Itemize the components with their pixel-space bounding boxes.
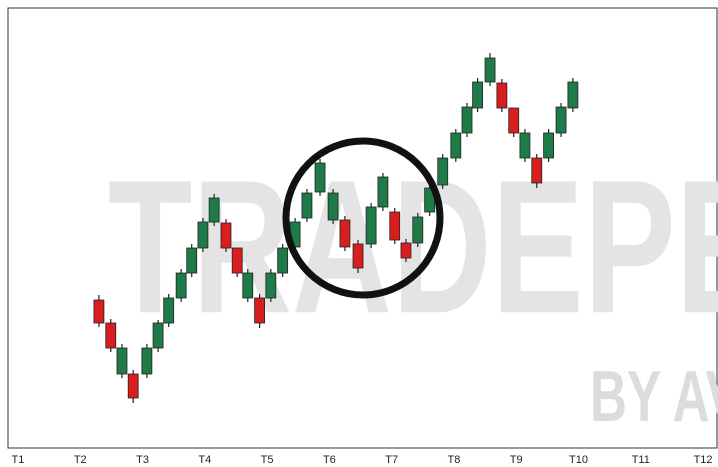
candle-body	[400, 242, 412, 259]
x-tick-label: T2	[74, 454, 87, 466]
candle-body	[531, 157, 543, 184]
x-tick-label: T1	[12, 454, 25, 466]
candle-body	[175, 272, 187, 299]
x-tick-label: T7	[385, 454, 398, 466]
candles	[93, 53, 579, 403]
x-tick-label: T8	[448, 454, 461, 466]
candle-body	[254, 297, 266, 324]
candle-body	[543, 132, 554, 159]
candle-body	[472, 81, 483, 109]
candle-body	[352, 243, 364, 269]
candle-body	[519, 132, 531, 159]
candle-body	[339, 219, 351, 248]
candle-body	[314, 162, 326, 193]
candle-body	[365, 206, 377, 245]
candle-body	[484, 57, 496, 83]
candle-body	[450, 132, 462, 159]
candle-body	[277, 247, 289, 274]
x-tick-label: T9	[510, 454, 523, 466]
watermark: TRADEPE BY AV	[108, 141, 718, 437]
candle-body	[508, 107, 520, 134]
candle-body	[496, 82, 508, 109]
candle-body	[197, 221, 209, 249]
candle-body	[141, 347, 153, 375]
x-tick-label: T6	[323, 454, 336, 466]
candle-body	[220, 222, 232, 249]
candle-body	[231, 247, 243, 274]
x-tick-label: T5	[261, 454, 274, 466]
candle-body	[437, 157, 449, 186]
candle-body	[208, 197, 220, 223]
watermark-text: TRADEPE	[108, 141, 718, 353]
candle-body	[555, 106, 567, 134]
x-tick-label: T10	[569, 454, 588, 466]
candle-body	[327, 192, 339, 221]
candle-body	[242, 272, 254, 299]
plot-frame	[7, 7, 718, 449]
x-tick-label: T3	[136, 454, 149, 466]
x-tick-label: T11	[632, 454, 650, 466]
candle-body	[377, 176, 389, 208]
candle-body	[163, 297, 175, 324]
candle-body	[152, 322, 164, 349]
x-tick-label: T12	[694, 454, 713, 466]
watermark-subtext: BY AV	[590, 357, 718, 437]
candle-body	[116, 347, 128, 375]
candle-body	[389, 211, 401, 241]
candle-body	[301, 192, 313, 219]
candle-body	[567, 81, 579, 109]
candle-body	[186, 247, 198, 274]
candle-body	[412, 216, 424, 244]
highlight-circle	[282, 137, 444, 299]
candle-body	[265, 272, 277, 299]
candle-body	[127, 373, 139, 399]
x-tick-label: T4	[198, 454, 211, 466]
candle-body	[93, 299, 105, 324]
candle-body	[461, 106, 473, 134]
candle-body	[105, 322, 117, 349]
